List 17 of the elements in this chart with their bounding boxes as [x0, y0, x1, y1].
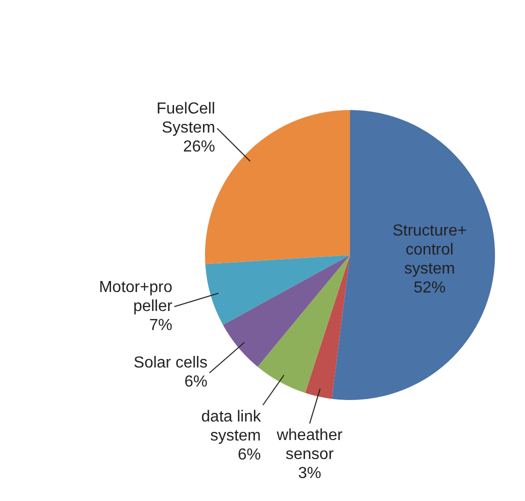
data-label: 52%	[414, 280, 446, 297]
pie-slice	[205, 255, 350, 325]
pie-slice	[258, 255, 350, 393]
data-label: 3%	[298, 464, 322, 482]
slice-label: wheather sensor	[276, 426, 344, 463]
data-label: 6%	[238, 446, 261, 464]
data-label: 26%	[183, 138, 216, 156]
slice-label: Solar cells	[134, 354, 208, 372]
data-label: 7%	[149, 316, 172, 334]
slice-label: FuelCell System	[156, 100, 216, 137]
slice-label: data link system	[201, 408, 262, 444]
slice-label: Structure+ control system	[392, 222, 467, 278]
slice-label: Motor+pro peller	[98, 278, 174, 315]
data-label: 6%	[184, 374, 208, 391]
pie-slice	[332, 110, 495, 400]
pie-slice	[305, 255, 350, 399]
pie-slice	[222, 255, 350, 367]
